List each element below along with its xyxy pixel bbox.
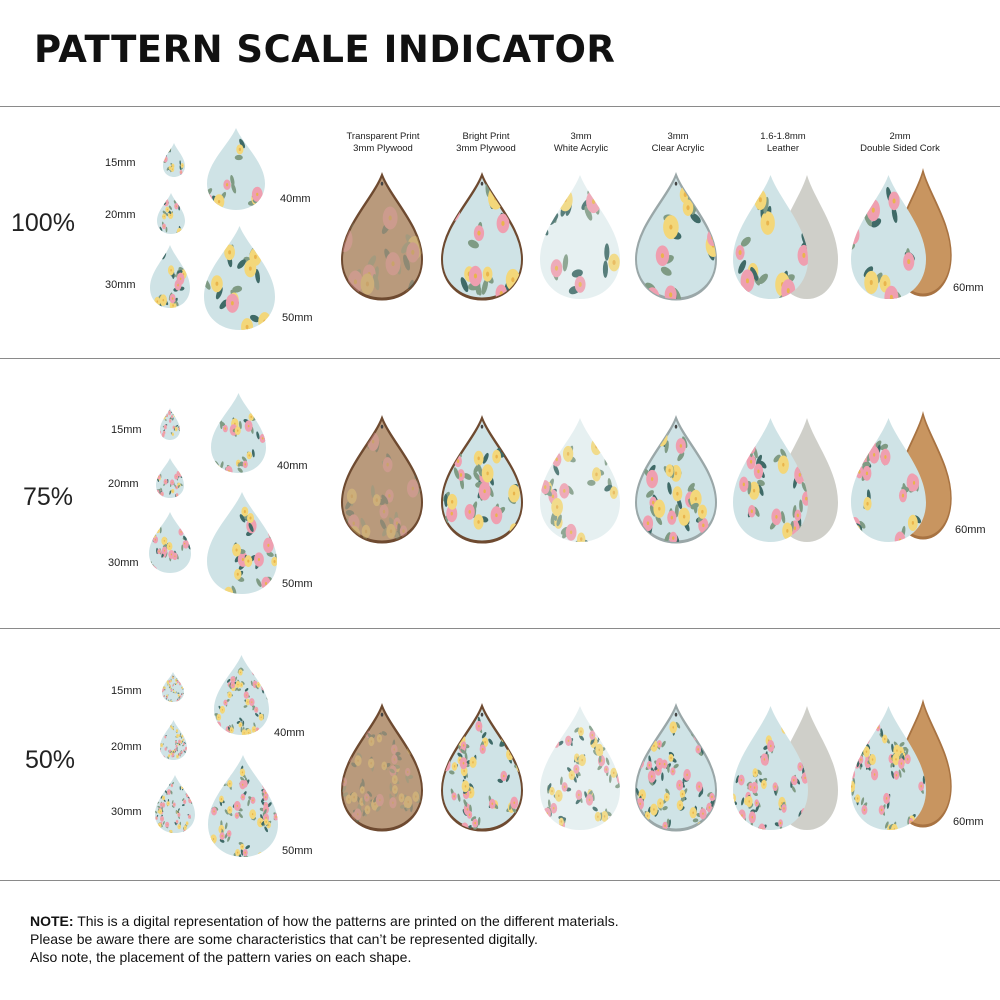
teardrop-plywood-transparent xyxy=(340,171,424,301)
teardrop-size-sample xyxy=(155,775,195,833)
size-label-40mm: 40mm xyxy=(274,727,305,739)
divider-bottom xyxy=(0,880,1000,881)
size-label-20mm: 20mm xyxy=(111,741,142,753)
teardrop-leather-front xyxy=(733,418,808,542)
note-label: NOTE: xyxy=(30,913,74,929)
size-label-15mm: 15mm xyxy=(105,157,136,169)
size-label-50mm: 50mm xyxy=(282,312,313,324)
teardrop-plywood-transparent xyxy=(340,414,424,544)
teardrop-size-sample xyxy=(208,755,278,857)
teardrop-size-sample xyxy=(156,458,184,498)
material-label-plywood-transparent: Transparent Print 3mm Plywood xyxy=(346,131,420,154)
teardrop-cork-front xyxy=(851,418,926,542)
size-label-30mm: 30mm xyxy=(111,806,142,818)
teardrop-clear-acrylic xyxy=(634,414,718,544)
size-label-40mm: 40mm xyxy=(277,460,308,472)
size-label-50mm: 50mm xyxy=(282,578,313,590)
size-label-50mm: 50mm xyxy=(282,845,313,857)
teardrop-size-sample xyxy=(160,408,180,440)
teardrop-white-acrylic xyxy=(540,418,620,542)
divider-2 xyxy=(0,628,1000,629)
size-label-15mm: 15mm xyxy=(111,424,142,436)
teardrop-size-sample xyxy=(150,245,190,308)
size-label-20mm: 20mm xyxy=(108,478,139,490)
teardrop-cork-front xyxy=(851,706,926,830)
size-label-20mm: 20mm xyxy=(105,209,136,221)
size-label-30mm: 30mm xyxy=(105,279,136,291)
teardrop-leather-front xyxy=(733,706,808,830)
teardrop-size-sample xyxy=(211,393,266,473)
page-title: PATTERN SCALE INDICATOR xyxy=(34,28,616,71)
size-label-60mm: 60mm xyxy=(955,524,986,536)
size-label-15mm: 15mm xyxy=(111,685,142,697)
teardrop-cork-front xyxy=(851,175,926,299)
divider-top xyxy=(0,106,1000,107)
teardrop-plywood-bright xyxy=(440,702,524,832)
size-label-40mm: 40mm xyxy=(280,193,311,205)
teardrop-size-sample xyxy=(163,143,185,177)
material-label-leather: 1.6-1.8mm Leather xyxy=(760,131,806,154)
teardrop-leather-front xyxy=(733,175,808,299)
scale-label-50: 50% xyxy=(25,746,76,774)
size-label-30mm: 30mm xyxy=(108,557,139,569)
teardrop-clear-acrylic xyxy=(634,702,718,832)
material-label-white-acrylic: 3mm White Acrylic xyxy=(553,131,609,154)
teardrop-size-sample xyxy=(207,492,277,594)
teardrop-plywood-transparent xyxy=(340,702,424,832)
teardrop-size-sample xyxy=(157,193,185,234)
teardrop-size-sample xyxy=(214,655,269,735)
teardrop-size-sample xyxy=(162,672,184,702)
teardrop-size-sample xyxy=(204,226,275,330)
scale-label-75: 75% xyxy=(23,483,74,511)
teardrop-size-sample xyxy=(160,720,187,760)
material-label-clear-acrylic: 3mm Clear Acrylic xyxy=(651,131,705,154)
teardrop-white-acrylic xyxy=(540,706,620,830)
teardrop-white-acrylic xyxy=(540,175,620,299)
divider-1 xyxy=(0,358,1000,359)
note-text: NOTE: This is a digital representation o… xyxy=(30,913,619,965)
teardrop-size-sample xyxy=(207,128,265,210)
teardrop-plywood-bright xyxy=(440,171,524,301)
teardrop-clear-acrylic xyxy=(634,171,718,301)
size-label-60mm: 60mm xyxy=(953,816,984,828)
teardrop-plywood-bright xyxy=(440,414,524,544)
material-label-plywood-bright: Bright Print 3mm Plywood xyxy=(456,131,516,154)
material-label-cork: 2mm Double Sided Cork xyxy=(860,131,940,154)
teardrop-size-sample xyxy=(149,512,191,573)
size-label-60mm: 60mm xyxy=(953,282,984,294)
scale-label-100: 100% xyxy=(11,209,75,237)
